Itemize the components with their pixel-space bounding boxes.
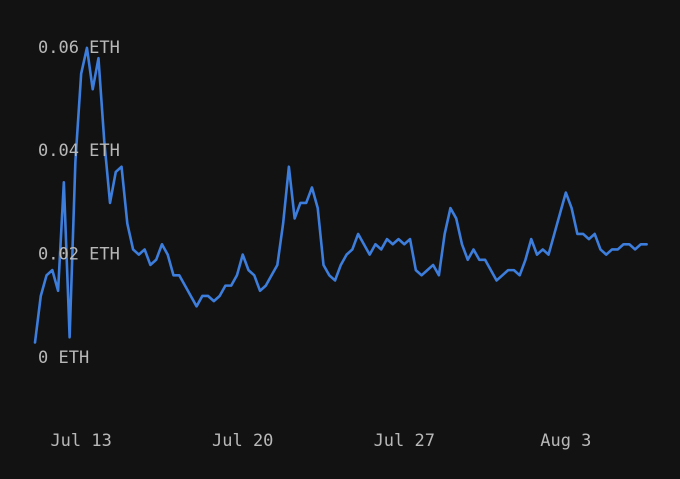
y-tick-label: 0.02 ETH — [38, 245, 120, 265]
y-tick-label: 0 ETH — [38, 348, 89, 368]
x-tick-label: Jul 27 — [374, 431, 435, 451]
x-tick-label: Aug 3 — [540, 431, 591, 451]
x-tick-label: Jul 20 — [212, 431, 273, 451]
y-tick-label: 0.06 ETH — [38, 38, 120, 58]
y-tick-label: 0.04 ETH — [38, 141, 120, 161]
x-tick-label: Jul 13 — [50, 431, 111, 451]
price-line — [33, 46, 648, 344]
